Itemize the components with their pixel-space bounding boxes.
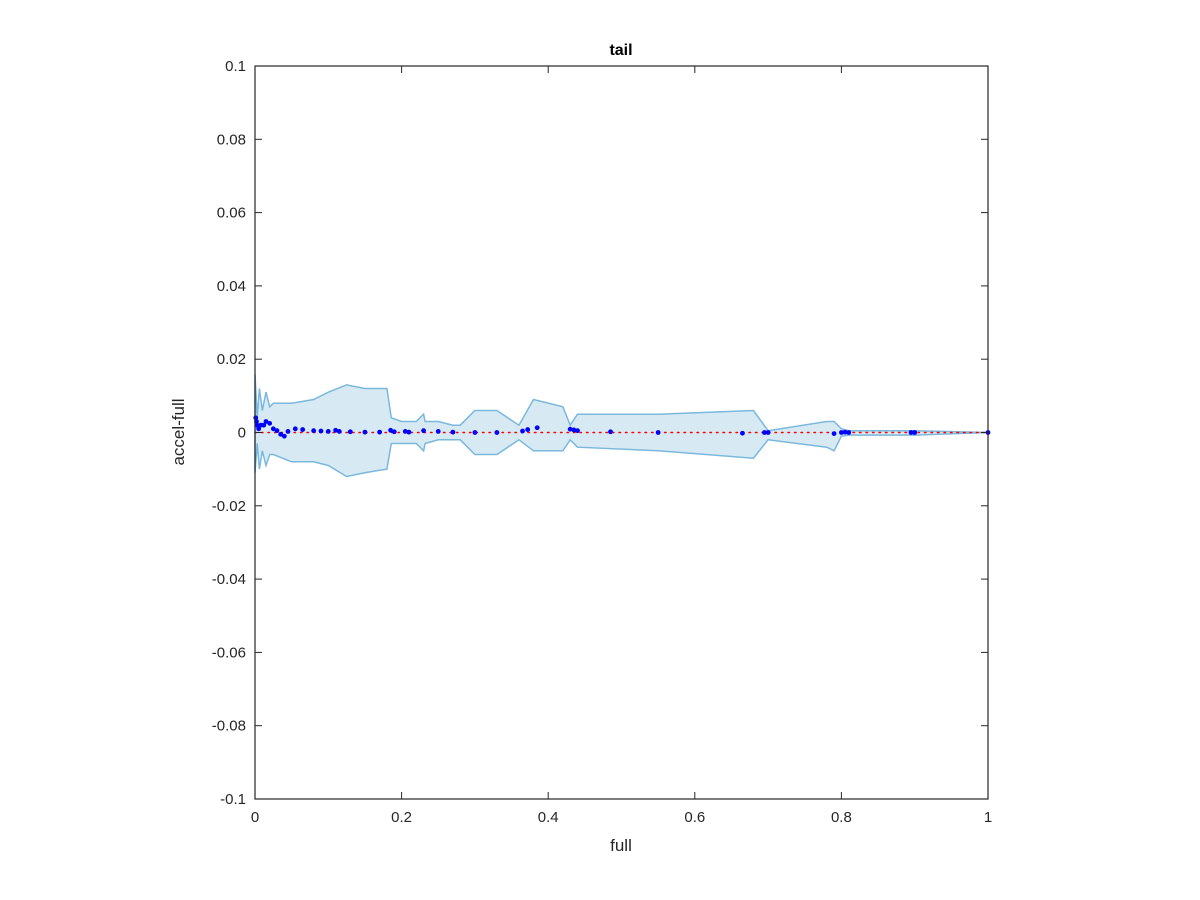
data-point [377,429,383,435]
y-tick-label: -0.02 [212,498,246,515]
x-tick-label: 0 [251,809,259,826]
data-point [261,422,267,428]
data-point [402,429,408,434]
data-point [435,429,441,434]
y-tick-label: 0 [238,425,246,442]
y-tick-label: 0.04 [217,278,246,295]
data-point [608,429,613,435]
x-axis-label: full [610,836,632,855]
data-point [325,429,331,434]
y-tick-label: -0.04 [212,571,246,588]
chart-title: tail [609,42,632,59]
data-point [333,427,339,433]
data-point [655,430,661,435]
data-point [908,430,914,435]
data-point [765,430,771,435]
data-point [842,429,848,435]
data-point [292,426,298,432]
y-tick-label: -0.1 [220,791,246,808]
data-point [450,429,456,435]
data-point [254,422,260,428]
x-tick-label: 1 [984,809,992,826]
data-point [520,428,525,434]
data-point [839,430,844,435]
y-tick-label: -0.06 [212,644,246,661]
data-point [267,420,273,426]
y-tick-label: 0.1 [225,58,246,75]
y-tick-label: 0.06 [217,205,246,222]
data-point [391,429,397,435]
data-point [336,429,342,434]
data-point [846,430,852,435]
data-point [421,428,426,434]
y-tick-label: -0.08 [212,718,246,735]
data-point [575,428,580,434]
data-point [388,427,394,433]
data-point [525,427,531,432]
data-point [406,429,412,435]
data-point [534,425,540,431]
data-point [362,429,368,435]
x-tick-label: 0.2 [391,809,412,826]
x-tick-label: 0.6 [684,809,705,826]
data-point [347,429,353,435]
data-point [263,419,269,424]
data-point [278,431,284,437]
y-tick-label: 0.08 [217,131,246,148]
data-point [762,430,767,435]
data-point [912,430,918,435]
data-point [318,428,324,434]
y-tick-label: 0.02 [217,351,246,368]
data-point [281,433,287,439]
data-point [571,427,577,433]
confidence-band [254,373,989,478]
data-point [311,428,317,434]
data-point [567,426,573,432]
y-axis-label: accel-full [169,398,188,465]
data-point [831,431,837,436]
data-point [472,430,478,435]
data-point [285,429,291,434]
x-tick-label: 0.4 [538,809,559,826]
data-point [270,426,276,432]
data-point [274,428,280,434]
x-tick-label: 0.8 [831,809,852,826]
data-point [494,430,500,435]
data-point [740,430,745,436]
data-point [256,426,262,432]
data-point [300,427,306,432]
